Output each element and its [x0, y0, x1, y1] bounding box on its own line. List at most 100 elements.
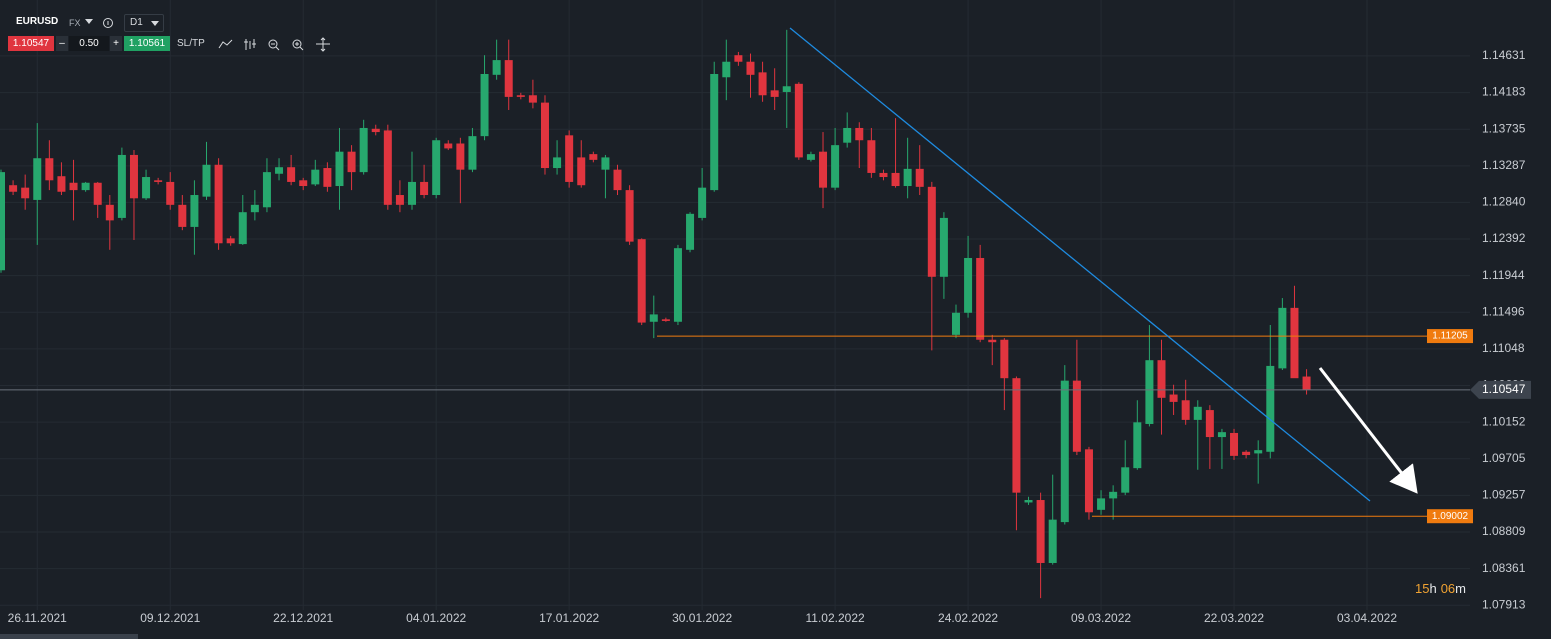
candle-body [57, 176, 66, 192]
candle-body [1278, 307, 1287, 369]
candle-body [540, 102, 549, 169]
candle-body [202, 164, 211, 197]
candle-body [1266, 365, 1275, 452]
y-tick-label: 1.08361 [1482, 561, 1526, 575]
y-tick-label: 1.11048 [1482, 341, 1525, 355]
candle-body [927, 186, 936, 277]
x-tick-label: 11.02.2022 [806, 611, 865, 625]
candle-body [625, 190, 634, 242]
candle-body [335, 151, 344, 187]
x-tick-label: 26.11.2021 [8, 611, 67, 625]
level-label: 1.09002 [1432, 511, 1469, 522]
candle-body [1000, 339, 1009, 379]
candle-body [782, 86, 791, 92]
candle-body [1242, 451, 1251, 456]
candle-body [516, 95, 525, 97]
candle-body [178, 204, 187, 227]
countdown-m: m [1455, 581, 1466, 596]
candle-body [154, 180, 163, 182]
chart-tools[interactable] [218, 37, 333, 53]
y-tick-label: 1.12392 [1482, 231, 1526, 245]
candle-body [553, 157, 562, 169]
candle-body [819, 151, 828, 188]
candle-body [1193, 406, 1202, 420]
candle-body [1036, 500, 1045, 563]
candle-body [903, 168, 912, 187]
candle-body [359, 127, 368, 173]
candle-body [879, 172, 888, 178]
level-label: 1.11205 [1432, 331, 1468, 342]
candle-body [1060, 380, 1069, 523]
timeframe: D1 [130, 17, 143, 28]
decrease-button[interactable]: – [56, 36, 68, 51]
candle-body [1181, 400, 1190, 420]
candle-body [69, 182, 78, 191]
candle-body [746, 61, 755, 75]
candle-body [395, 195, 404, 205]
candle-body [686, 213, 695, 250]
candle-body [649, 314, 658, 322]
candle-body [420, 181, 429, 196]
candle-body [661, 319, 670, 321]
candle-body [794, 83, 803, 158]
candle-body [504, 60, 513, 97]
candle-body [299, 180, 308, 187]
candle-body [710, 74, 719, 191]
candle-body [250, 204, 259, 213]
market: FX [69, 18, 81, 28]
candle-body [1157, 360, 1166, 398]
candle-body [468, 136, 477, 170]
candle-body [843, 127, 852, 143]
buy-button[interactable]: 1.10561 [124, 36, 170, 51]
candle-body [601, 157, 610, 170]
candle-body [456, 143, 465, 170]
candle-body [915, 168, 924, 187]
candle-body [262, 172, 271, 208]
candle-body [1217, 432, 1226, 438]
scrollbar[interactable] [0, 634, 138, 639]
candle-body [408, 181, 417, 205]
candle-body [190, 195, 199, 227]
sell-button[interactable]: 1.10547 [8, 36, 54, 51]
candle-body [214, 164, 223, 244]
x-tick-label: 03.04.2022 [1337, 611, 1397, 625]
candle-body [1169, 394, 1178, 402]
candle-body [1230, 432, 1239, 456]
candle-body [964, 257, 973, 313]
symbol[interactable]: EURUSD [16, 16, 59, 27]
candle-body [673, 248, 682, 322]
candle-body [698, 187, 707, 218]
volume[interactable]: 0.50 [69, 36, 109, 51]
countdown-h: h [1429, 581, 1436, 596]
candle-body [226, 238, 235, 244]
y-tick-label: 1.13287 [1482, 158, 1526, 172]
timeframe-select[interactable]: D1 [124, 14, 164, 32]
candle-body [444, 143, 453, 149]
candle-body [1012, 378, 1021, 493]
candle-body [1072, 380, 1081, 452]
candle-body [311, 169, 320, 185]
candle-body [806, 154, 815, 160]
candle-body [105, 204, 114, 221]
candle-body [81, 182, 90, 191]
y-tick-label: 1.09257 [1482, 488, 1526, 502]
candle-body [9, 185, 18, 192]
sltp-button[interactable]: SL/TP [177, 38, 205, 49]
y-tick-label: 1.11496 [1482, 304, 1525, 318]
x-tick-label: 09.03.2022 [1071, 611, 1131, 625]
candle-body [577, 157, 586, 186]
x-tick-label: 04.01.2022 [406, 611, 466, 625]
y-tick-label: 1.09705 [1482, 451, 1526, 465]
candle-body [142, 177, 151, 199]
y-tick-label: 1.14183 [1482, 85, 1526, 99]
trend-line [789, 27, 1371, 502]
direction-arrow [1318, 367, 1418, 494]
candle-body [21, 187, 30, 199]
candle-body [117, 154, 126, 218]
y-tick-label: 1.13735 [1482, 121, 1526, 135]
x-tick-label: 24.02.2022 [938, 611, 998, 625]
symbol-icons[interactable] [85, 18, 115, 28]
increase-button[interactable]: + [110, 36, 122, 51]
candle-body [323, 168, 332, 187]
